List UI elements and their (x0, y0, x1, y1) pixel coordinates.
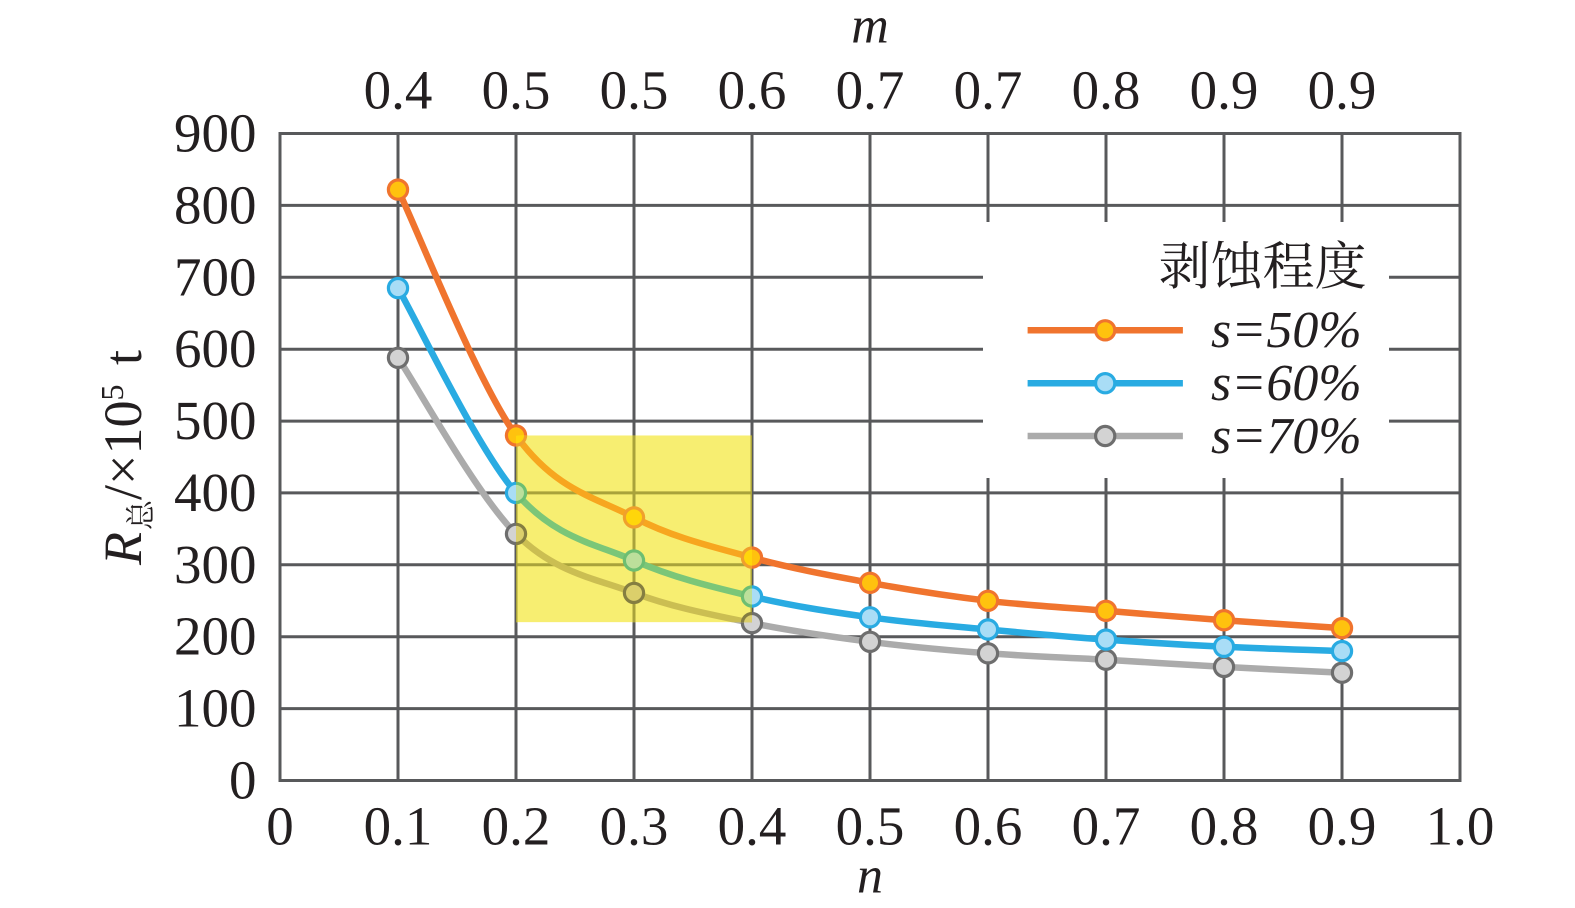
svg-text:1.0: 1.0 (1426, 796, 1495, 857)
svg-text:0.5: 0.5 (600, 60, 669, 121)
svg-text:0.8: 0.8 (1072, 60, 1141, 121)
svg-text:0.4: 0.4 (718, 796, 787, 857)
svg-text:0.9: 0.9 (1190, 60, 1259, 121)
svg-text:900: 900 (174, 103, 257, 164)
svg-text:0.6: 0.6 (718, 60, 787, 121)
svg-text:s=50%: s=50% (1211, 302, 1362, 359)
svg-text:0.7: 0.7 (836, 60, 905, 121)
svg-text:0.8: 0.8 (1190, 796, 1259, 857)
svg-text:0.2: 0.2 (482, 796, 551, 857)
svg-text:0.4: 0.4 (364, 60, 433, 121)
svg-text:0: 0 (266, 796, 294, 857)
svg-text:300: 300 (174, 534, 257, 595)
svg-text:0.3: 0.3 (600, 796, 669, 857)
svg-text:0.5: 0.5 (482, 60, 551, 121)
svg-text:0.7: 0.7 (1072, 796, 1141, 857)
svg-text:500: 500 (174, 390, 257, 451)
svg-text:400: 400 (174, 462, 257, 523)
svg-text:200: 200 (174, 606, 257, 667)
svg-text:0: 0 (229, 750, 257, 811)
svg-text:s=60%: s=60% (1211, 355, 1362, 412)
svg-text:0.7: 0.7 (954, 60, 1023, 121)
svg-text:100: 100 (174, 678, 257, 739)
svg-text:0.5: 0.5 (836, 796, 905, 857)
svg-text:800: 800 (174, 174, 257, 235)
svg-text:n: n (857, 848, 883, 905)
svg-text:/×105 t: /×105 t (93, 350, 153, 500)
svg-text:0.9: 0.9 (1308, 796, 1377, 857)
svg-text:m: m (851, 0, 889, 55)
svg-text:600: 600 (174, 318, 257, 379)
svg-text:700: 700 (174, 246, 257, 307)
svg-text:0.1: 0.1 (364, 796, 433, 857)
svg-text:R: R (93, 532, 153, 566)
svg-text:s=70%: s=70% (1211, 408, 1362, 465)
svg-text:0.9: 0.9 (1308, 60, 1377, 121)
svg-text:0.6: 0.6 (954, 796, 1023, 857)
